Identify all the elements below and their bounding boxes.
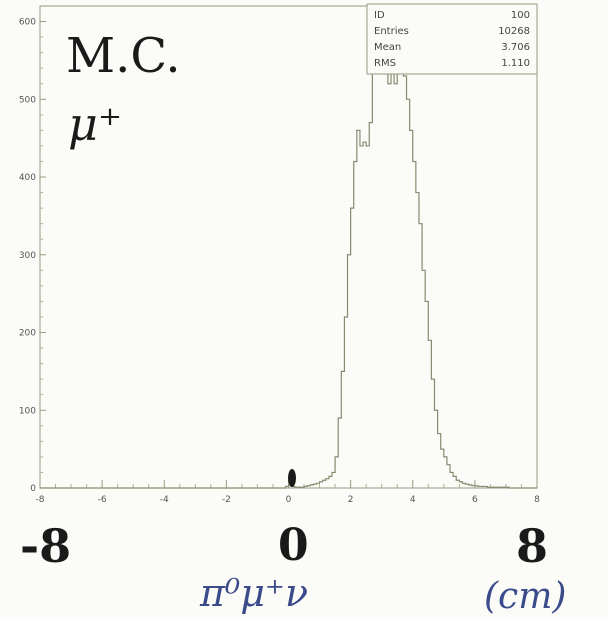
x-tick-label: 0 [286, 495, 292, 505]
x-tick-label: 2 [348, 495, 354, 505]
y-tick-label: 100 [19, 406, 36, 416]
x-axis: -8 -6 -4 -2 0 2 4 6 8 [36, 480, 540, 505]
x-tick-label: 8 [534, 495, 540, 505]
histogram-series [40, 20, 537, 489]
stats-key: RMS [374, 58, 396, 69]
stats-key: Entries [374, 26, 409, 37]
x-tick-label: -2 [222, 495, 231, 505]
stats-key: ID [374, 10, 385, 21]
decay-label: π⁰μ⁺ν [199, 571, 308, 615]
stats-value: 100 [511, 10, 530, 21]
x-tick-label: -8 [36, 495, 45, 505]
y-tick-label: 500 [19, 95, 36, 105]
y-tick-label: 300 [19, 251, 36, 261]
y-tick-label: 200 [19, 329, 36, 339]
x-tick-label: -4 [160, 495, 169, 505]
muon-label: μ⁺ [68, 97, 122, 151]
big-left-label: -8 [20, 519, 71, 573]
units-label: (cm) [484, 576, 566, 617]
big-zero-label: 0 [278, 520, 309, 571]
stats-box-frame [366, 3, 538, 75]
big-right-label: 8 [516, 519, 548, 573]
x-tick-label: -6 [98, 495, 107, 505]
x-tick-label: 4 [410, 495, 416, 505]
y-axis: 0 100 200 300 400 500 600 [19, 18, 46, 494]
y-tick-label: 0 [30, 484, 36, 494]
stats-value: 10268 [498, 26, 530, 37]
y-tick-label: 600 [19, 18, 36, 28]
stats-value: 3.706 [501, 42, 530, 53]
stats-value: 1.110 [501, 58, 530, 69]
x-tick-label: 6 [472, 495, 478, 505]
ink-marker [288, 469, 296, 487]
mc-label: M.C. [66, 28, 181, 84]
stats-box: ID 100 Entries 10268 Mean 3.706 RMS 1.110 [366, 3, 538, 75]
stats-key: Mean [374, 42, 401, 53]
y-tick-label: 400 [19, 173, 36, 183]
